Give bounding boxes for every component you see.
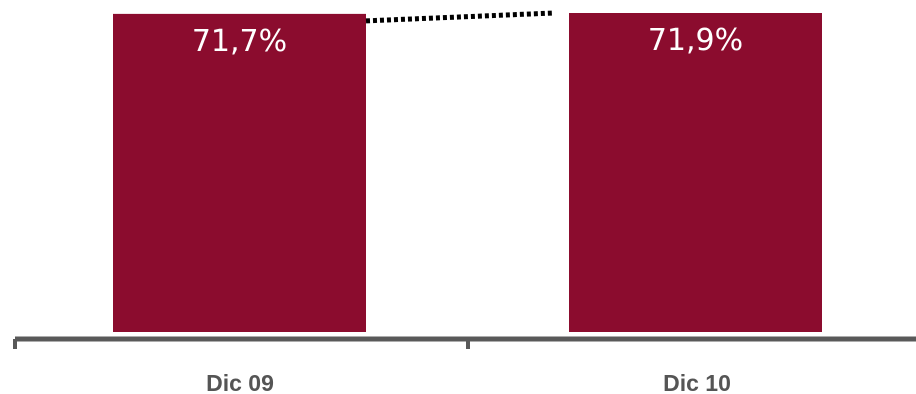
bar-value-label: 71,7% [192,24,287,59]
x-tick-label: Dic 10 [663,370,731,394]
x-tick-label: Dic 09 [206,370,274,394]
connector-dotted-line [365,10,555,24]
bar-value-label: 71,9% [648,23,743,58]
bar-dic-09 [113,13,366,333]
bar-dic-10 [569,13,822,332]
bar-labels-group: 71,7% 71,9% [192,23,743,59]
x-axis [13,336,916,349]
tick-labels-group: Dic 09 Dic 10 [206,370,731,394]
bars-group [113,13,822,333]
